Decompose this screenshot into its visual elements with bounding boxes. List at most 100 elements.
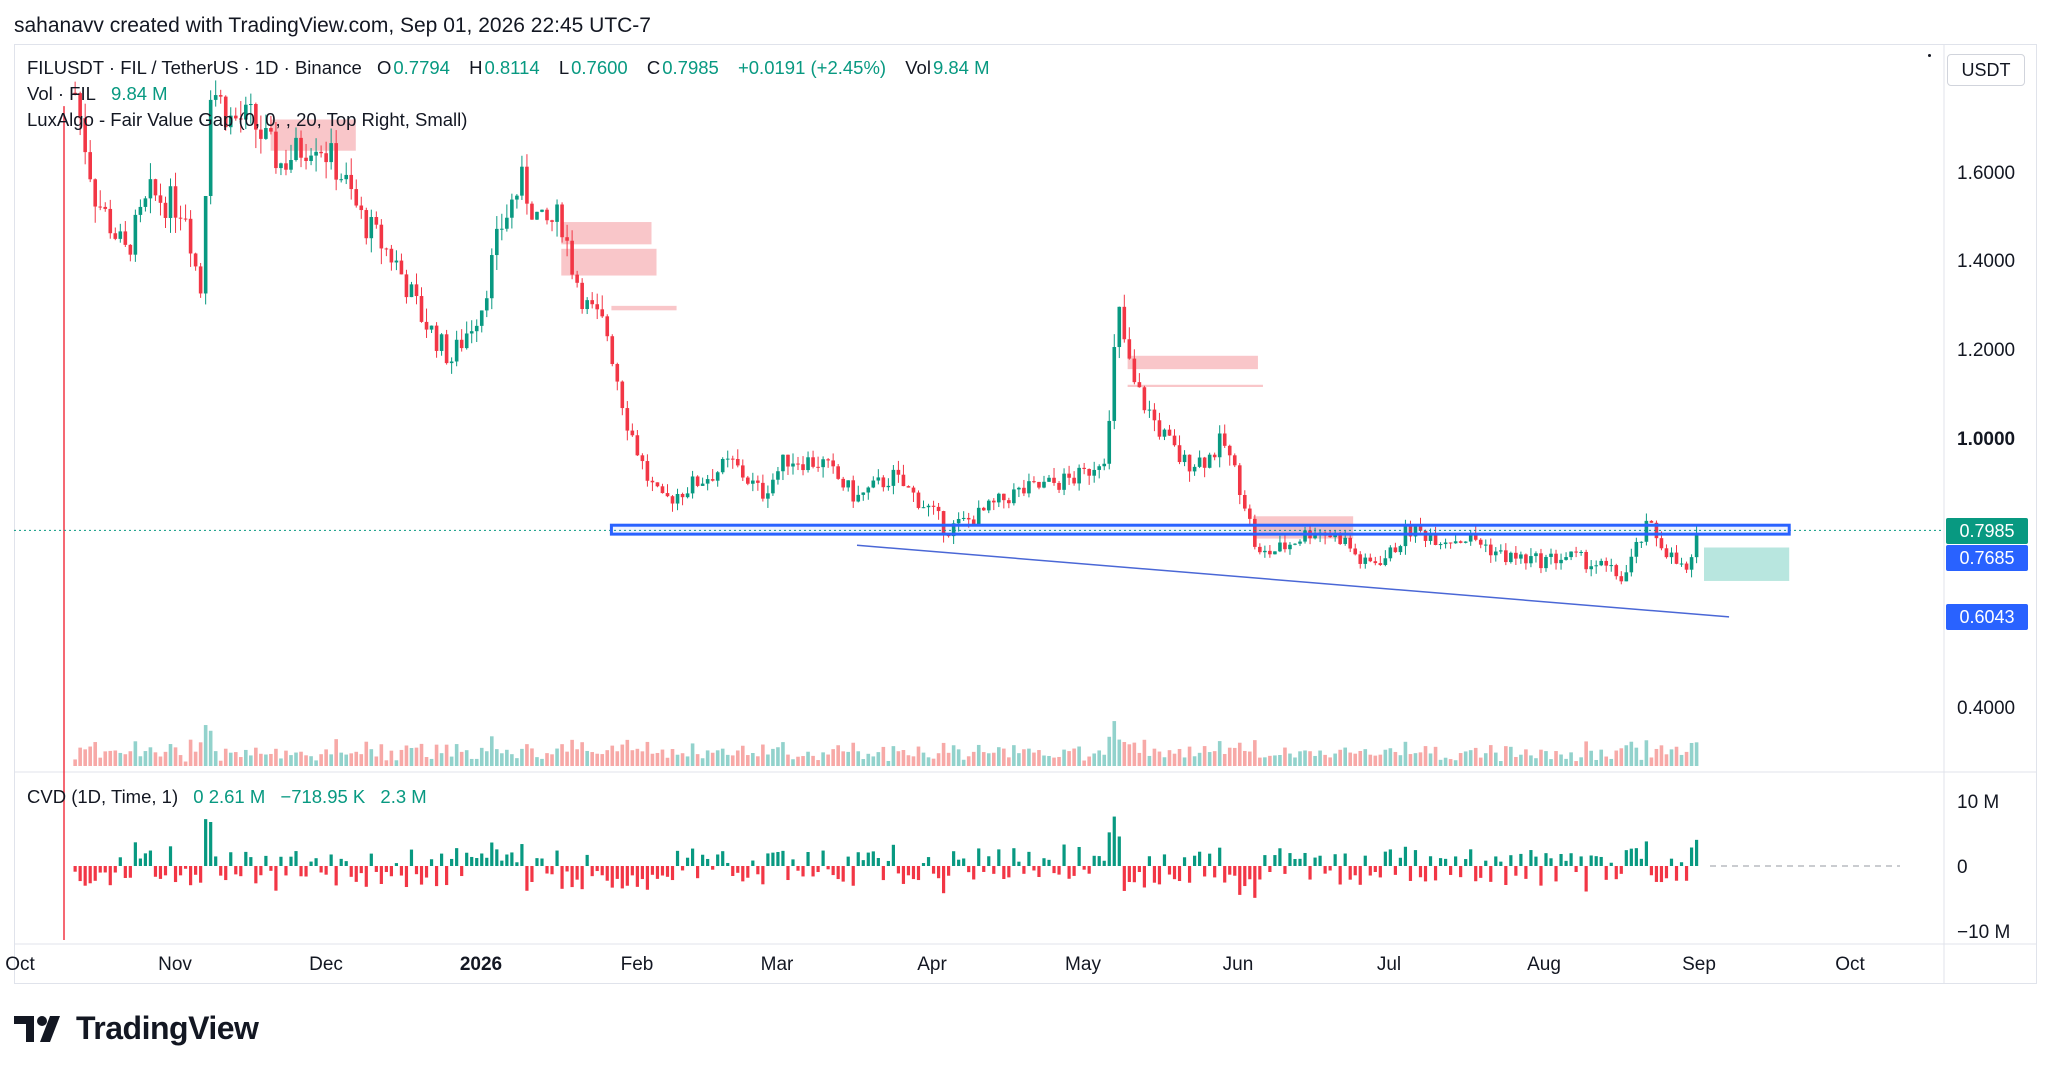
- candle-body[interactable]: [444, 334, 449, 364]
- candle-body[interactable]: [1278, 542, 1282, 552]
- candle-body[interactable]: [766, 493, 770, 499]
- candle-body[interactable]: [1127, 339, 1132, 359]
- candle-body[interactable]: [575, 274, 579, 283]
- candle-body[interactable]: [700, 483, 705, 486]
- candle-body[interactable]: [1217, 433, 1222, 458]
- candle-body[interactable]: [791, 463, 795, 467]
- candle-body[interactable]: [570, 240, 574, 275]
- candle-body[interactable]: [1559, 559, 1563, 564]
- cvd-legend[interactable]: CVD (1D, Time, 1) 0 2.61 M −718.95 K 2.3…: [27, 786, 437, 808]
- candle-body[interactable]: [1629, 556, 1634, 573]
- candle-body[interactable]: [259, 129, 263, 139]
- candle-body[interactable]: [600, 309, 605, 317]
- candle-body[interactable]: [665, 493, 670, 497]
- candle-body[interactable]: [454, 339, 459, 362]
- candle-body[interactable]: [1443, 542, 1448, 545]
- candle-body[interactable]: [1102, 463, 1107, 467]
- candle-body[interactable]: [786, 454, 790, 467]
- candle-body[interactable]: [193, 253, 198, 267]
- candle-body[interactable]: [384, 248, 389, 250]
- candle-body[interactable]: [590, 300, 594, 305]
- candle-body[interactable]: [223, 96, 228, 128]
- candle-body[interactable]: [615, 364, 620, 382]
- candle-body[interactable]: [1147, 409, 1152, 411]
- candle-body[interactable]: [334, 143, 338, 180]
- candle-body[interactable]: [725, 458, 730, 460]
- candle-body[interactable]: [1248, 508, 1252, 519]
- candle-body[interactable]: [891, 469, 896, 486]
- candle-body[interactable]: [625, 408, 630, 431]
- candle-body[interactable]: [1463, 541, 1468, 543]
- candle-body[interactable]: [735, 458, 740, 466]
- candle-body[interactable]: [986, 500, 991, 511]
- candle-body[interactable]: [108, 208, 113, 234]
- candle-body[interactable]: [715, 472, 720, 481]
- candle-body[interactable]: [1634, 541, 1639, 557]
- candle-body[interactable]: [1037, 481, 1041, 488]
- candle-body[interactable]: [304, 157, 308, 161]
- candle-body[interactable]: [1519, 554, 1523, 559]
- candle-body[interactable]: [1298, 541, 1302, 544]
- candle-body[interactable]: [796, 463, 800, 465]
- candle-body[interactable]: [399, 260, 404, 275]
- candle-body[interactable]: [188, 218, 193, 254]
- candle-body[interactable]: [354, 189, 359, 206]
- candle-body[interactable]: [1082, 467, 1086, 469]
- candle-body[interactable]: [1107, 420, 1112, 464]
- candle-body[interactable]: [1212, 454, 1217, 458]
- symbol-label[interactable]: FILUSDT · FIL / TetherUS · 1D · Binance: [27, 57, 362, 78]
- candle-body[interactable]: [249, 104, 253, 106]
- candle-body[interactable]: [841, 478, 845, 488]
- candle-body[interactable]: [1002, 493, 1006, 501]
- candle-body[interactable]: [1348, 537, 1353, 549]
- candle-body[interactable]: [866, 487, 871, 493]
- candle-body[interactable]: [98, 206, 103, 208]
- candle-body[interactable]: [419, 296, 424, 322]
- candle-body[interactable]: [961, 517, 966, 519]
- candle-body[interactable]: [374, 217, 379, 225]
- candle-body[interactable]: [690, 476, 695, 494]
- candle-body[interactable]: [1187, 454, 1192, 472]
- candle-body[interactable]: [103, 206, 108, 209]
- candle-body[interactable]: [379, 224, 384, 249]
- candle-body[interactable]: [289, 159, 293, 170]
- candle-body[interactable]: [78, 93, 82, 119]
- candle-body[interactable]: [1182, 454, 1187, 463]
- candle-body[interactable]: [1599, 560, 1604, 566]
- candle-body[interactable]: [163, 202, 168, 218]
- candle-body[interactable]: [479, 310, 484, 326]
- candle-body[interactable]: [1167, 429, 1172, 436]
- candle-body[interactable]: [771, 479, 775, 494]
- candle-body[interactable]: [1544, 556, 1548, 569]
- candle-body[interactable]: [404, 274, 409, 298]
- candle-body[interactable]: [776, 471, 780, 480]
- candle-body[interactable]: [1328, 535, 1332, 538]
- candle-body[interactable]: [173, 186, 178, 218]
- candle-body[interactable]: [88, 152, 92, 180]
- candle-body[interactable]: [1614, 565, 1619, 577]
- candle-body[interactable]: [1669, 552, 1674, 558]
- candle-body[interactable]: [645, 461, 650, 481]
- candle-body[interactable]: [1438, 544, 1443, 546]
- candle-body[interactable]: [93, 179, 98, 207]
- candle-body[interactable]: [640, 455, 645, 462]
- candle-body[interactable]: [1197, 457, 1202, 467]
- candle-body[interactable]: [595, 304, 600, 310]
- candle-body[interactable]: [1478, 539, 1483, 545]
- candle-body[interactable]: [871, 480, 876, 488]
- candle-body[interactable]: [324, 153, 328, 163]
- candle-body[interactable]: [1112, 347, 1117, 421]
- candle-body[interactable]: [1293, 543, 1297, 545]
- candle-body[interactable]: [1273, 551, 1277, 555]
- candle-body[interactable]: [1373, 561, 1378, 564]
- candle-body[interactable]: [1263, 550, 1267, 553]
- candle-body[interactable]: [1097, 466, 1102, 470]
- candle-body[interactable]: [359, 205, 364, 211]
- candle-body[interactable]: [710, 479, 715, 481]
- candle-body[interactable]: [1453, 541, 1458, 544]
- candle-body[interactable]: [254, 104, 258, 130]
- candle-body[interactable]: [956, 518, 961, 524]
- candle-body[interactable]: [1659, 538, 1664, 549]
- candle-body[interactable]: [1514, 552, 1518, 559]
- volume-legend[interactable]: Vol · FIL 9.84 M: [27, 83, 178, 105]
